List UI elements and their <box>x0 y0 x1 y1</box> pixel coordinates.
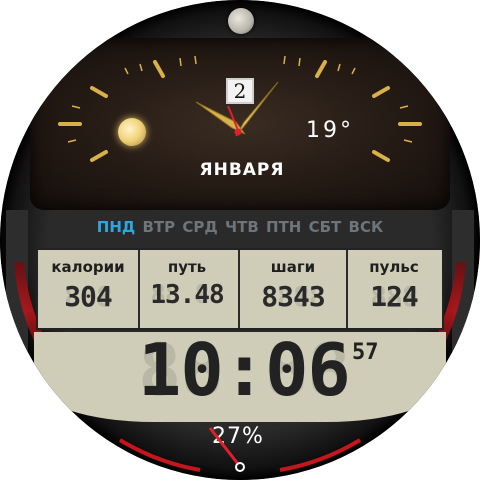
hands-pivot <box>234 128 242 136</box>
date-box: 2 <box>226 78 254 104</box>
weekday-thu: ЧТВ <box>224 218 259 236</box>
time-colon: : <box>222 328 266 412</box>
steps-value: 8343 <box>261 280 325 313</box>
time-ghost: 88:88 <box>138 328 351 412</box>
minute-hand <box>235 81 279 137</box>
steps-ghost: 8888 <box>261 280 325 313</box>
analog-dial <box>30 38 450 210</box>
time-seconds: 57 <box>352 340 379 365</box>
temperature: 19° <box>306 118 354 143</box>
calories-value: 304 <box>64 280 113 313</box>
calories-ghost: 888 <box>64 280 113 313</box>
battery-percent: 27% <box>212 424 264 449</box>
time-panel <box>34 332 446 422</box>
weekday-fri: ПТН <box>266 218 302 236</box>
dial-markers <box>58 55 422 162</box>
stats-panel <box>36 248 444 330</box>
pulse-label: пульс <box>369 258 419 276</box>
distance-ghost: 88.88 <box>150 280 224 310</box>
hour-hand <box>195 101 246 135</box>
pulse-value: 124 <box>370 280 419 313</box>
distance-value: 13.48 <box>150 280 224 310</box>
pulse-ghost: 888 <box>370 280 419 313</box>
moon-phase-icon <box>228 8 254 34</box>
time-minutes: 06 <box>265 328 351 412</box>
weekday-row: ПНД ВТР СРД ЧТВ ПТН СБТ ВСК <box>0 218 480 240</box>
weekday-wed: СРД <box>182 218 218 236</box>
second-hand <box>227 105 239 131</box>
month-name: ЯНВАРЯ <box>199 160 285 180</box>
steps-label: шаги <box>270 258 316 276</box>
weekday-tue: ВТР <box>142 218 176 236</box>
date-day: 2 <box>233 79 247 103</box>
weekday-sat: СБТ <box>308 218 342 236</box>
calories-label: калории <box>51 258 125 276</box>
sun-icon <box>118 118 146 146</box>
distance-label: путь <box>167 258 207 276</box>
weekday-mon: ПНД <box>96 218 136 236</box>
time-display: 10:06 <box>138 328 351 412</box>
weekday-sun: ВСК <box>348 218 384 236</box>
time-hours: 10 <box>138 328 224 412</box>
